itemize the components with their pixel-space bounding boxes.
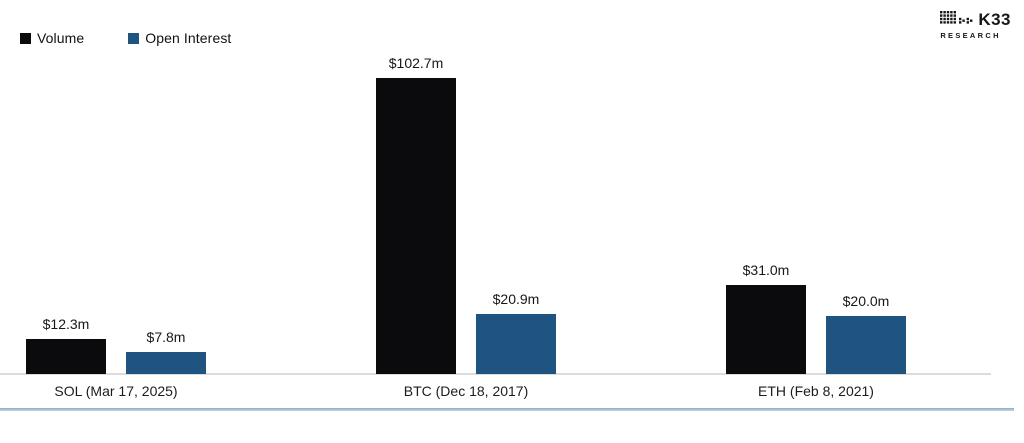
bottom-divider (0, 408, 1014, 411)
bar-open-interest-sol (126, 352, 206, 374)
legend-label: Volume (37, 30, 85, 46)
bar-open-interest-btc (476, 314, 556, 374)
k33-research-logo: K33 RESEARCH (940, 10, 1011, 40)
value-label: $7.8m (146, 329, 186, 345)
bar-open-interest-eth (826, 316, 906, 374)
value-label: $12.3m (42, 316, 90, 332)
logo-subtext: RESEARCH (940, 31, 1001, 40)
legend-label: Open Interest (145, 30, 232, 46)
logo-text: K33 (978, 10, 1011, 29)
value-label: $31.0m (742, 262, 790, 278)
bar-volume-btc (376, 78, 456, 374)
value-label: $20.9m (492, 291, 540, 307)
bar-volume-eth (726, 285, 806, 374)
legend: Volume Open Interest (20, 30, 231, 46)
x-axis-line (0, 373, 991, 375)
k33-dots-icon (940, 10, 974, 29)
value-label: $102.7m (388, 55, 444, 71)
bar-volume-sol (26, 339, 106, 374)
value-label: $20.0m (842, 293, 890, 309)
legend-item-open-interest: Open Interest (128, 30, 231, 46)
legend-swatch-volume (20, 32, 31, 44)
category-label: ETH (Feb 8, 2021) (758, 383, 874, 399)
category-label: SOL (Mar 17, 2025) (54, 383, 178, 399)
legend-item-volume: Volume (20, 30, 84, 46)
legend-swatch-open-interest (128, 32, 140, 44)
category-label: BTC (Dec 18, 2017) (403, 383, 529, 399)
